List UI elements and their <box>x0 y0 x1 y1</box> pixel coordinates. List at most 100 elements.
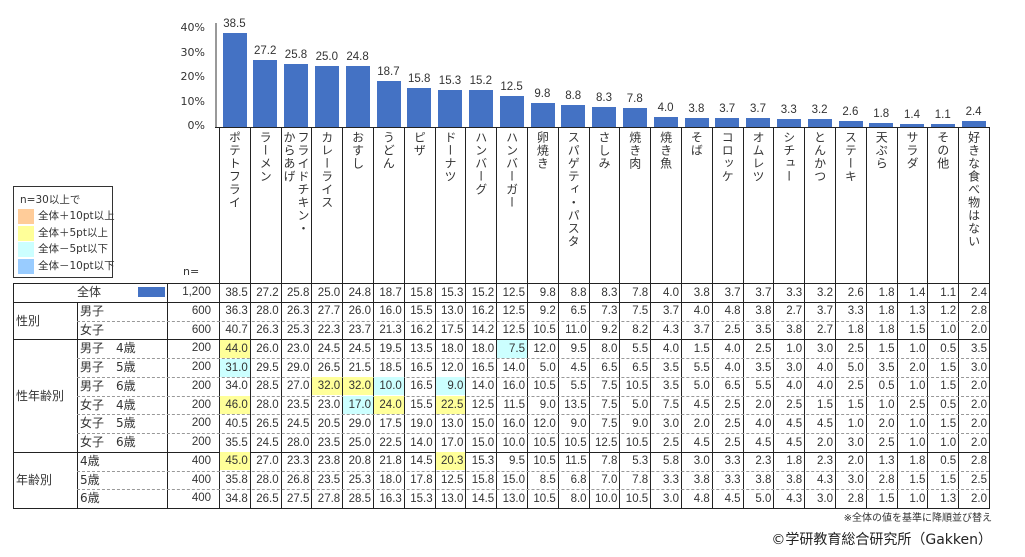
table-cell: 26.5 <box>256 417 279 430</box>
table-cell: 1.5 <box>909 474 926 486</box>
table-cell: 2.5 <box>847 380 864 393</box>
category-label-line: とんかつ <box>812 131 827 183</box>
table-cell: 3.0 <box>786 361 803 374</box>
overall-legend-swatch <box>138 287 165 297</box>
column-divider <box>588 127 590 508</box>
table-cell: 9.0 <box>632 417 649 430</box>
row-divider <box>77 376 989 378</box>
table-cell: 32.0 <box>343 377 373 396</box>
table-cell: 27.8 <box>317 492 341 505</box>
y-tick-label: 0% <box>187 119 205 132</box>
legend-swatch <box>18 258 34 274</box>
table-cell: 2.5 <box>755 342 772 355</box>
table-cell: 3.3 <box>847 305 864 318</box>
table-cell: 1.5 <box>909 324 926 336</box>
row-n: 200 <box>191 398 211 411</box>
column-divider <box>711 127 713 508</box>
category-label: その他 <box>927 131 958 281</box>
row-n: 400 <box>191 492 211 505</box>
bar <box>345 66 370 127</box>
column-divider <box>403 127 405 508</box>
table-cell: 4.0 <box>786 380 803 393</box>
column-divider <box>927 127 929 508</box>
row-n: 200 <box>191 342 211 355</box>
table-cell: 4.5 <box>816 417 833 430</box>
table-cell: 2.5 <box>662 436 679 449</box>
bar-value-label: 24.8 <box>346 51 369 64</box>
row-n: 600 <box>191 304 211 317</box>
table-cell: 23.7 <box>348 324 371 336</box>
table-cell: 4.5 <box>570 361 587 374</box>
table-cell: 1.5 <box>847 399 864 411</box>
table-cell: 1.5 <box>816 399 833 411</box>
table-cell: 6.5 <box>724 380 741 393</box>
table-cell: 3.8 <box>693 286 710 299</box>
bar-value-label: 1.1 <box>934 109 951 122</box>
category-label: カレーライス <box>311 131 342 281</box>
table-cell: 35.8 <box>225 474 248 486</box>
table-cell: 16.2 <box>410 324 433 336</box>
category-label-line: カレーライス <box>319 131 334 209</box>
table-cell: 7.5 <box>662 399 679 411</box>
table-cell: 17.5 <box>441 324 464 336</box>
category-label-line: ラーメン <box>258 131 273 183</box>
category-label-line: 天ぷら <box>874 131 889 170</box>
table-cell: 23.3 <box>287 455 310 468</box>
table-cell: 17.8 <box>410 474 433 486</box>
table-cell: 1.5 <box>940 361 957 374</box>
bar-value-label: 3.3 <box>780 103 797 116</box>
category-label-line: ハンバーガー <box>504 131 519 209</box>
column-divider <box>373 127 374 508</box>
table-cell: 6.8 <box>570 474 587 486</box>
column-divider <box>311 127 313 508</box>
table-cell: 4.5 <box>786 417 803 430</box>
bar <box>530 102 555 127</box>
table-cell: 2.8 <box>970 305 987 318</box>
category-label: ハンバーガー <box>496 131 527 281</box>
table-cell: 2.5 <box>724 399 741 411</box>
table-cell: 2.0 <box>909 361 926 374</box>
table-cell: 10.5 <box>533 455 556 468</box>
table-cell: 15.0 <box>502 474 525 486</box>
row-divider <box>77 358 989 359</box>
row-label: 4歳 <box>80 453 100 468</box>
legend-item: 全体＋5pt以上 <box>18 225 108 241</box>
column-divider <box>989 127 990 508</box>
table-cell: 19.5 <box>379 342 402 355</box>
legend-item-label: 全体－10pt以下 <box>38 259 115 272</box>
bar-value-label: 1.4 <box>903 108 920 121</box>
group-divider <box>13 301 989 303</box>
table-cell: 13.0 <box>441 305 464 318</box>
table-cell: 17.5 <box>379 417 402 430</box>
table-cell: 4.0 <box>755 417 772 430</box>
table-cell: 31.0 <box>220 358 250 377</box>
table-cell: 0.5 <box>940 455 957 468</box>
column-divider <box>650 127 652 508</box>
row-divider <box>77 489 989 491</box>
row-n: 200 <box>191 379 211 392</box>
row-label: 男子 <box>80 303 105 318</box>
table-cell: 3.5 <box>662 361 679 374</box>
row-n: 200 <box>191 417 211 430</box>
table-cell: 4.3 <box>786 492 803 505</box>
bar <box>746 117 771 127</box>
column-divider <box>958 127 960 508</box>
table-cell: 2.0 <box>878 417 895 430</box>
table-cell: 1.0 <box>909 436 926 449</box>
table-cell: 1.0 <box>909 380 926 393</box>
row-label: 女子 6歳 <box>80 435 136 449</box>
table-cell: 3.5 <box>970 342 987 355</box>
table-cell: 1.0 <box>909 492 926 505</box>
bar <box>961 121 986 127</box>
table-cell: 8.3 <box>601 286 618 299</box>
table-cell: 10.0 <box>595 492 618 505</box>
category-label-line: サラダ <box>904 131 919 170</box>
table-cell: 12.0 <box>533 342 556 355</box>
table-cell: 17.0 <box>343 396 373 414</box>
table-cell: 3.0 <box>847 436 864 449</box>
table-cell: 22.3 <box>317 324 341 336</box>
table-cell: 4.3 <box>662 324 679 336</box>
table-cell: 38.5 <box>225 286 248 299</box>
table-cell: 2.7 <box>816 324 833 336</box>
